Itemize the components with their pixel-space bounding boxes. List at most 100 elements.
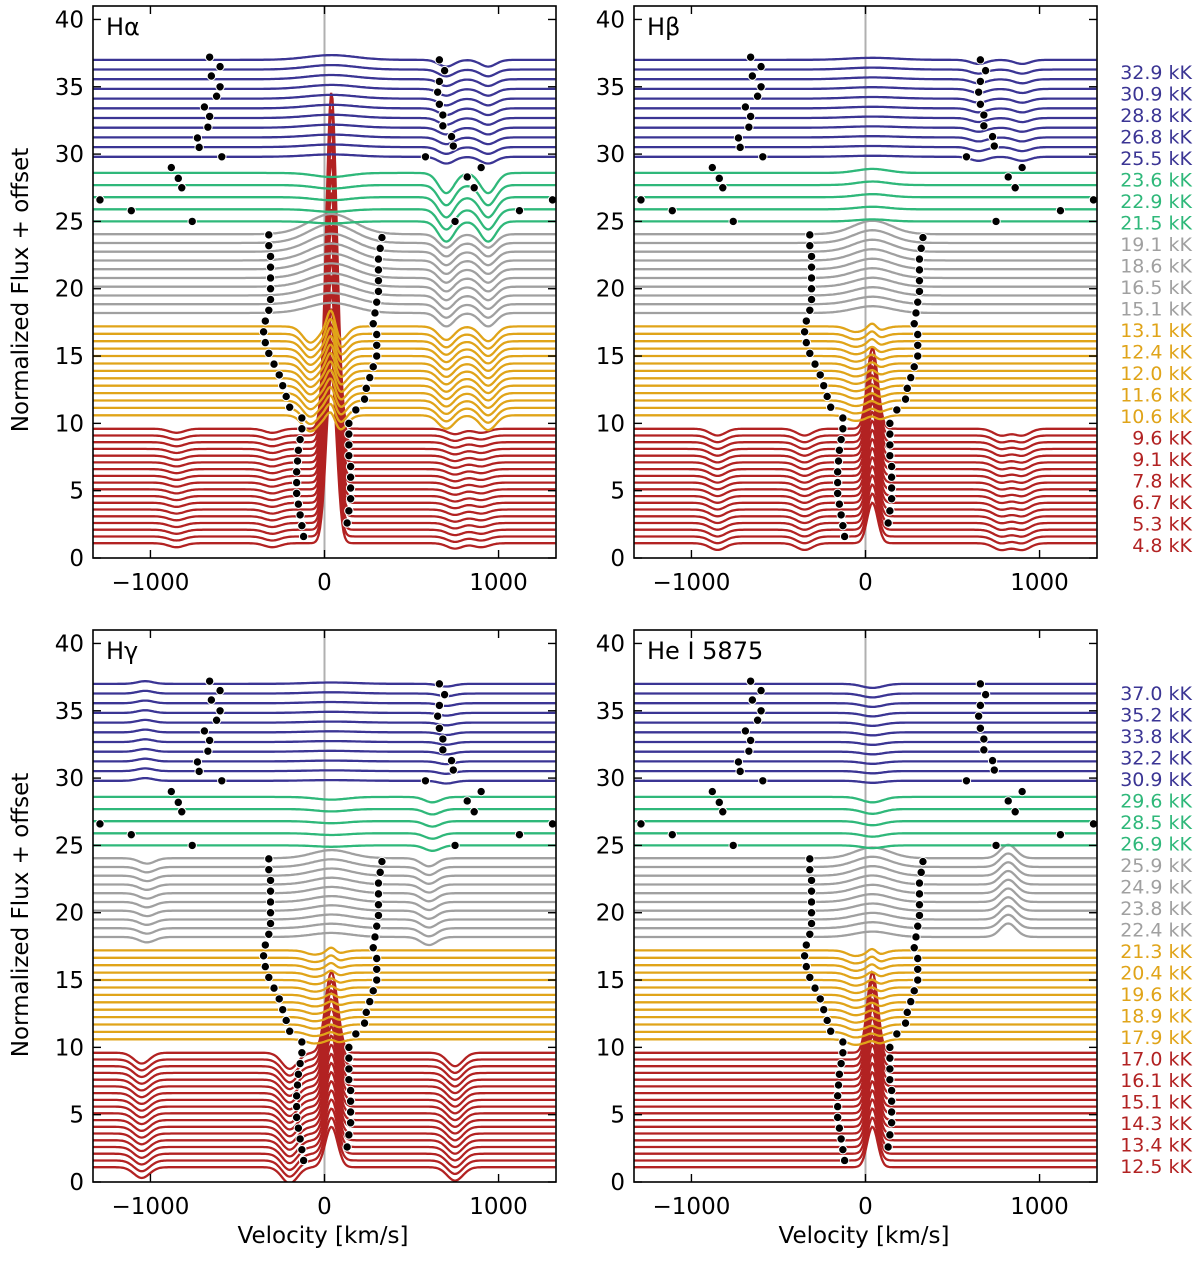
edge-marker-left [293, 445, 304, 455]
edge-marker-left [718, 807, 728, 817]
spectrum-line-red [634, 501, 1097, 552]
edge-marker-left [805, 305, 815, 315]
edge-marker-right [914, 275, 925, 286]
spectrum-line-blue [634, 731, 1097, 737]
edge-marker-right [885, 429, 895, 439]
edge-marker-left [204, 52, 215, 62]
edge-marker-right [345, 1096, 356, 1106]
edge-marker-left [636, 819, 646, 829]
spectrum-line-red [634, 1043, 1097, 1108]
edge-marker-right [980, 65, 991, 76]
edge-marker-left [745, 735, 756, 746]
spectrum-line-blue [93, 776, 556, 785]
spectrum-line-orange [93, 309, 556, 344]
edge-marker-left [215, 685, 225, 696]
spectrum-line-red [634, 437, 1097, 505]
spectrum-line-orange [634, 414, 1097, 422]
spectrum-line-red [634, 1079, 1097, 1135]
edge-marker-left [297, 413, 307, 423]
edge-marker-left [801, 961, 812, 972]
spectra [93, 680, 556, 1182]
spectrum-line-gray [634, 861, 1097, 877]
edge-marker-left [838, 1037, 848, 1047]
temperature-label: 23.8 kK [1120, 898, 1192, 920]
spectrum-line-green [634, 167, 1097, 175]
spectrum-line-red [93, 1052, 556, 1131]
edge-marker-left [806, 886, 817, 896]
spectrum-line-orange [93, 1038, 556, 1045]
edge-marker-left [293, 1123, 304, 1133]
edge-marker-left [260, 940, 271, 950]
edge-marker-right [1055, 205, 1066, 216]
spectrum-line-blue [93, 93, 556, 107]
edge-marker-right [375, 867, 385, 878]
edge-marker-left [265, 273, 276, 283]
edge-marker-right [885, 506, 895, 516]
edge-marker-left [728, 840, 738, 851]
edge-marker-right [365, 996, 375, 1007]
spectrum-line-blue [93, 83, 556, 97]
spectrum-line-orange [634, 1015, 1097, 1024]
edge-marker-right [1088, 195, 1097, 205]
temperature-label: 11.6 kK [1120, 385, 1192, 407]
edge-marker-left [265, 875, 276, 886]
spectrum-line-orange [93, 977, 556, 986]
edge-marker-right [420, 152, 431, 162]
y-tick-label: 25 [55, 833, 84, 859]
spectrum-line-gray [634, 229, 1097, 245]
spectrum-line-orange [93, 317, 556, 352]
edge-marker-right [989, 141, 1000, 151]
spectrum-line-blue [93, 73, 556, 88]
spectrum-line-blue [93, 113, 556, 126]
edge-markers [95, 52, 556, 542]
spectrum-line-orange [93, 402, 556, 426]
spectrum-line-red [634, 970, 1097, 1054]
edge-marker-right [344, 418, 354, 429]
temperature-label: 35.2 kK [1120, 705, 1192, 727]
spectrum-line-gray [93, 858, 556, 877]
x-tick-label: 1000 [1010, 1194, 1069, 1220]
edge-marker-right [368, 319, 378, 329]
spectrum-line-blue [634, 692, 1097, 699]
spectrum-line-blue [93, 709, 556, 717]
spectrum-line-orange [93, 377, 556, 403]
edge-marker-left [745, 676, 756, 686]
edge-marker-right [1017, 786, 1027, 797]
temperature-label: 32.9 kK [1120, 62, 1192, 84]
edge-marker-left [292, 456, 303, 466]
spectrum-line-orange [634, 337, 1097, 348]
spectrum-line-red [634, 1088, 1097, 1142]
edge-marker-left [204, 111, 215, 122]
temperature-label: 5.3 kK [1132, 514, 1192, 536]
edge-marker-left [667, 205, 677, 216]
edge-marker-right [979, 121, 989, 131]
edge-marker-left [278, 1004, 288, 1015]
edge-marker-left [806, 273, 817, 283]
spectrum-line-red [634, 1061, 1097, 1122]
edge-marker-right [886, 461, 897, 472]
edge-marker-left [265, 294, 276, 305]
edge-marker-left [291, 1091, 302, 1101]
spectrum-line-gray [634, 267, 1097, 280]
edge-marker-left [203, 746, 213, 756]
edge-marker-right [973, 87, 984, 97]
spectrum-line-blue [93, 689, 556, 698]
edge-marker-right [373, 286, 384, 297]
edge-marker-right [914, 265, 925, 275]
spectrum-line-green [634, 193, 1097, 199]
edge-marker-right [886, 494, 897, 504]
edge-marker-left [194, 142, 204, 153]
temperature-label: 19.6 kK [1120, 984, 1192, 1006]
edge-marker-left [215, 82, 225, 92]
edge-marker-left [825, 402, 836, 412]
temperature-label: 30.9 kK [1120, 84, 1192, 106]
spectrum-line-red [634, 419, 1097, 491]
spectrum-line-gray [634, 305, 1097, 315]
edge-marker-right [359, 1018, 370, 1028]
spectrum-line-gray [634, 913, 1097, 930]
y-tick-label: 20 [55, 277, 84, 303]
edge-marker-left [838, 520, 848, 531]
edge-marker-right [961, 152, 972, 162]
